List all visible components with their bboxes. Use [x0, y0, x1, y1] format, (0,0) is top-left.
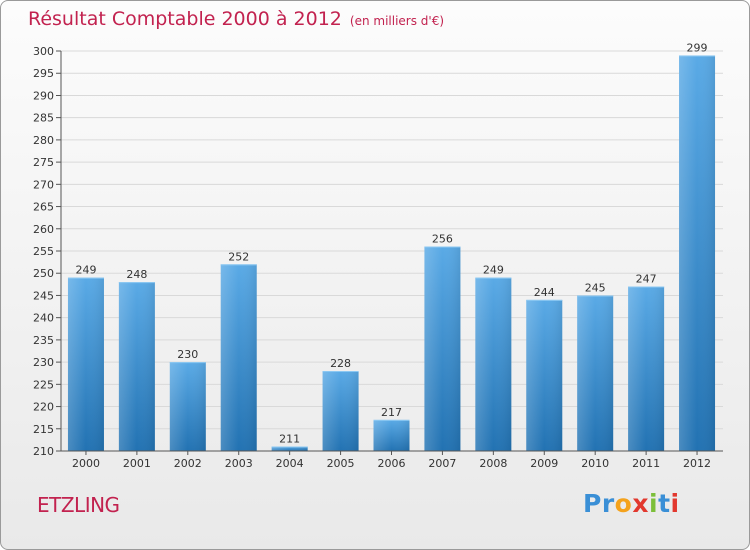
logo-letter: t	[658, 489, 671, 518]
logo-letter: o	[614, 489, 633, 518]
bar-shine	[577, 295, 614, 451]
bar-shine	[220, 264, 257, 451]
grid-lines	[61, 50, 723, 452]
y-tick-label: 210	[33, 445, 54, 458]
x-tick-label: 2003	[225, 457, 253, 470]
y-tick-label: 290	[33, 89, 54, 102]
data-label: 230	[177, 348, 198, 361]
x-tick-label: 2000	[72, 457, 100, 470]
bar-shine	[118, 282, 155, 451]
data-label: 252	[228, 250, 249, 263]
y-tick-label: 275	[33, 156, 54, 169]
y-tick-label: 215	[33, 423, 54, 436]
logo-letter: P	[583, 489, 602, 518]
x-tick-label: 2006	[378, 457, 406, 470]
y-tick-label: 240	[33, 312, 54, 325]
x-tick-label: 2002	[174, 457, 202, 470]
x-tick-label: 2004	[276, 457, 304, 470]
y-tick-label: 300	[33, 45, 54, 58]
y-tick-label: 225	[33, 378, 54, 391]
x-tick-label: 2007	[428, 457, 456, 470]
y-tick-label: 265	[33, 201, 54, 214]
bar-shine	[628, 286, 665, 451]
data-label: 245	[585, 281, 606, 294]
y-tick-label: 255	[33, 245, 54, 258]
bar-shine	[526, 299, 563, 451]
bars: 249 248 230 252 211 228 217 256 249 244 245 247 299	[67, 41, 716, 451]
bar-shine	[169, 362, 206, 451]
data-label: 247	[636, 273, 657, 286]
y-axis: 210 215 220 225 230 235 240 245 250 255 260 265 270 2…	[33, 45, 62, 458]
bar-shine	[475, 277, 512, 451]
chart-subtitle: (en milliers d'€)	[349, 14, 445, 28]
x-tick-label: 2008	[479, 457, 507, 470]
logo-letter: i	[670, 489, 680, 518]
chart-title: Résultat Comptable 2000 à 2012 (en millie…	[28, 8, 444, 30]
data-label: 228	[330, 357, 351, 370]
y-tick-label: 250	[33, 267, 54, 280]
logo-letter: x	[632, 489, 649, 518]
y-tick-label: 220	[33, 401, 54, 414]
x-tick-label: 2001	[123, 457, 151, 470]
y-tick-label: 295	[33, 67, 54, 80]
y-tick-label: 235	[33, 334, 54, 347]
logo-letter: i	[649, 489, 659, 518]
bar-shine	[322, 371, 359, 451]
data-label: 211	[279, 433, 300, 446]
title-text: Résultat Comptable 2000 à 2012	[28, 8, 342, 30]
proxiti-logo: Proxiti	[583, 489, 680, 518]
data-label: 299	[687, 41, 708, 54]
data-label: 248	[126, 268, 147, 281]
bar-shine	[67, 277, 104, 451]
y-tick-label: 260	[33, 223, 54, 236]
y-tick-label: 270	[33, 178, 54, 191]
x-tick-label: 2011	[632, 457, 660, 470]
y-tick-label: 245	[33, 289, 54, 302]
bar-shine	[271, 446, 308, 451]
data-label: 256	[432, 233, 453, 246]
x-tick-label: 2010	[581, 457, 609, 470]
y-tick-label: 280	[33, 134, 54, 147]
data-label: 249	[483, 264, 504, 277]
bar-shine	[373, 419, 410, 451]
x-tick-label: 2012	[683, 457, 711, 470]
x-tick-label: 2005	[327, 457, 355, 470]
data-label: 244	[534, 286, 555, 299]
bar-shine	[679, 55, 716, 451]
y-tick-label: 230	[33, 356, 54, 369]
y-tick-label: 285	[33, 112, 54, 125]
place-name: ETZLING	[37, 493, 120, 517]
data-label: 217	[381, 406, 402, 419]
logo-letter: r	[601, 489, 615, 518]
data-label: 249	[75, 264, 96, 277]
bar-shine	[424, 246, 461, 451]
x-tick-label: 2009	[530, 457, 558, 470]
x-axis: 2000 2001 2002 2003 2004 2005 2006 2007 2008 2009…	[61, 450, 723, 470]
